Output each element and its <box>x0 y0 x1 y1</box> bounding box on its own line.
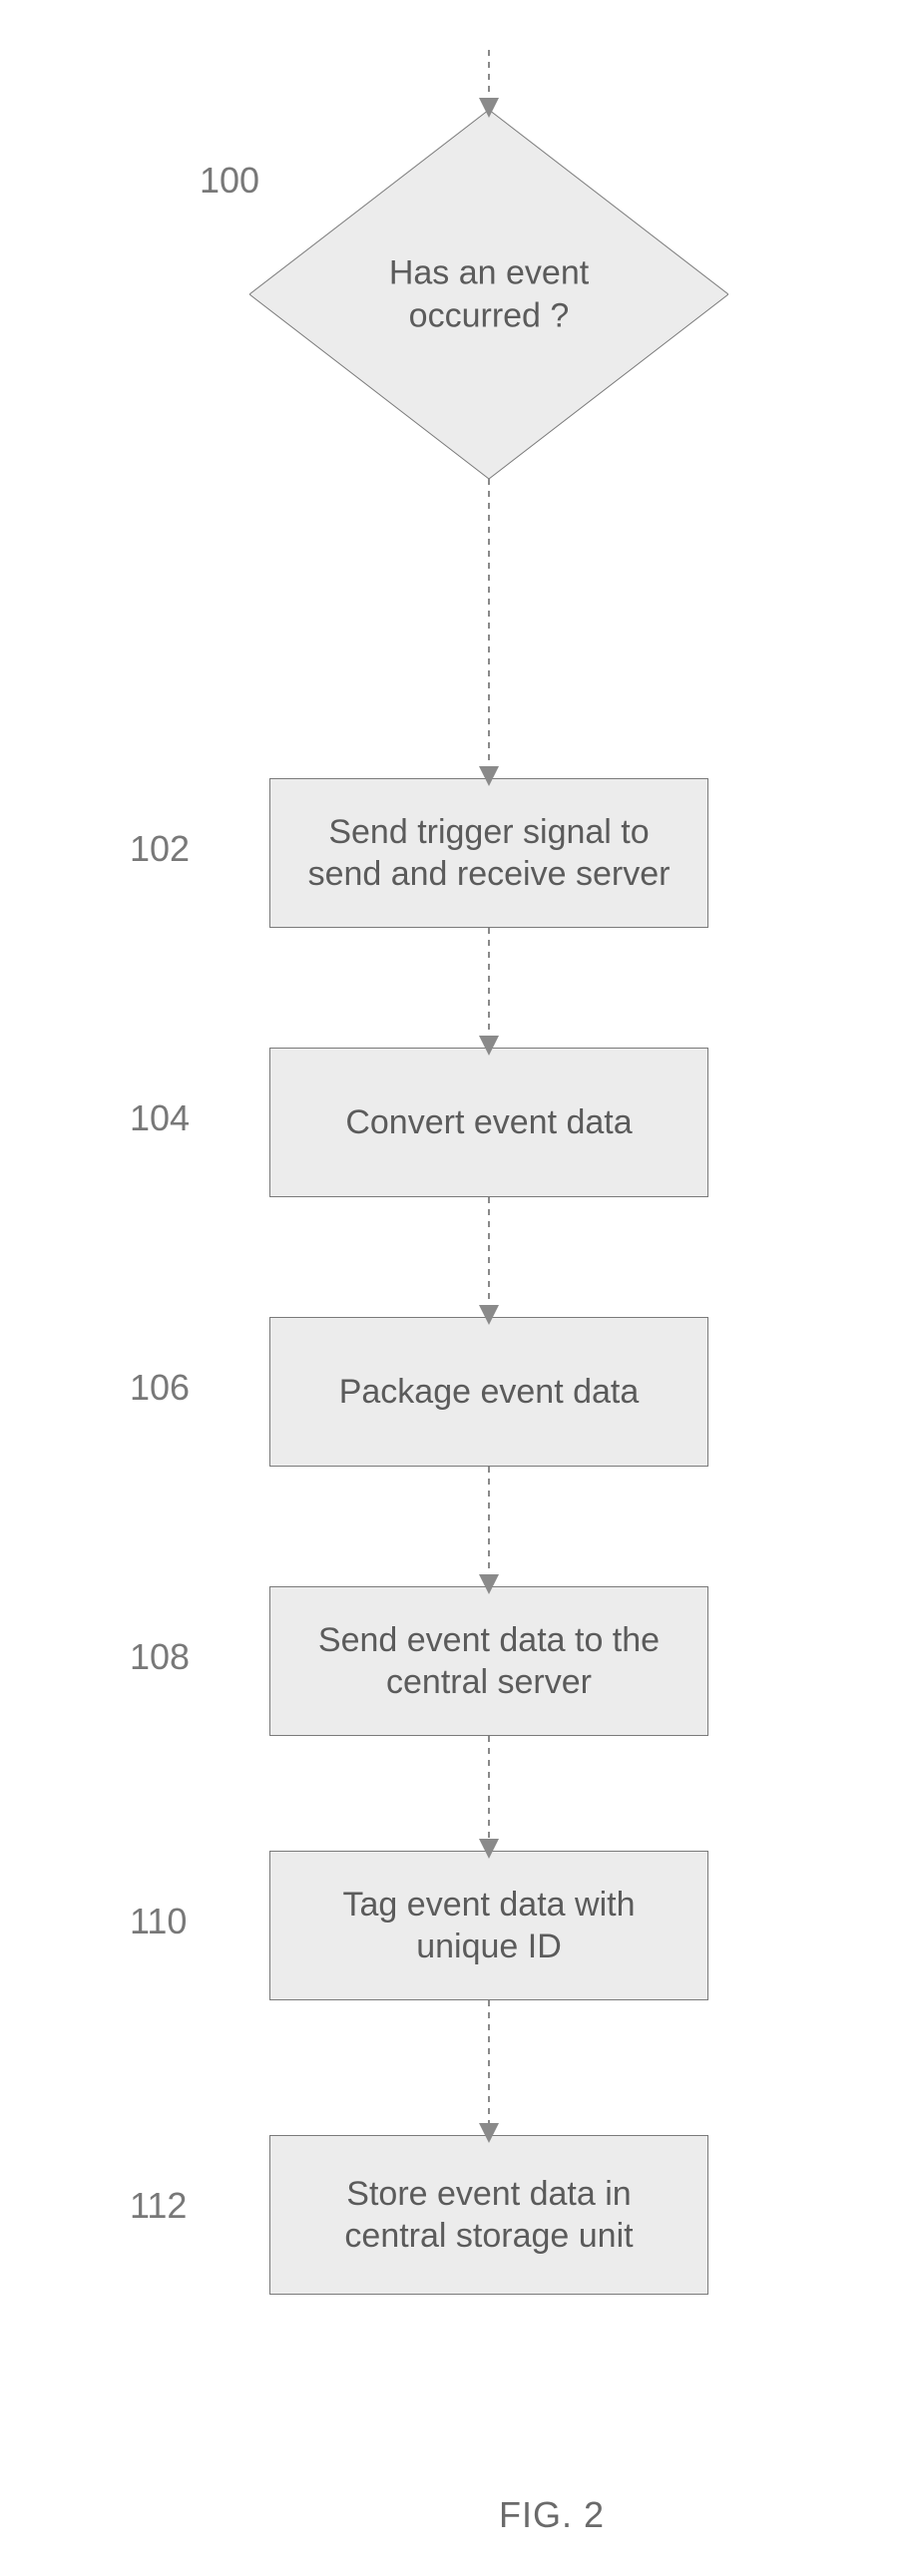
process-node-104: Convert event data <box>269 1048 708 1197</box>
flowchart-canvas: 100 102 104 106 108 110 112 Has an event… <box>0 0 911 2576</box>
decision-node-100: Has an event occurred ? <box>249 110 728 479</box>
process-node-102: Send trigger signal to send and receive … <box>269 778 708 928</box>
process-text-110: Tag event data with unique ID <box>343 1884 636 1968</box>
process-node-108: Send event data to the central server <box>269 1586 708 1736</box>
figure-caption: FIG. 2 <box>499 2494 605 2536</box>
ref-110: 110 <box>130 1901 187 1942</box>
ref-112: 112 <box>130 2185 187 2227</box>
process-node-112: Store event data in central storage unit <box>269 2135 708 2295</box>
decision-text: Has an event occurred ? <box>389 252 589 337</box>
ref-108: 108 <box>130 1636 190 1678</box>
process-text-108: Send event data to the central server <box>318 1619 660 1704</box>
process-text-112: Store event data in central storage unit <box>344 2173 633 2258</box>
process-node-110: Tag event data with unique ID <box>269 1851 708 2000</box>
process-text-104: Convert event data <box>345 1101 632 1144</box>
ref-102: 102 <box>130 828 190 870</box>
process-node-106: Package event data <box>269 1317 708 1467</box>
ref-106: 106 <box>130 1367 190 1409</box>
ref-104: 104 <box>130 1097 190 1139</box>
process-text-106: Package event data <box>339 1371 640 1414</box>
process-text-102: Send trigger signal to send and receive … <box>308 811 671 896</box>
